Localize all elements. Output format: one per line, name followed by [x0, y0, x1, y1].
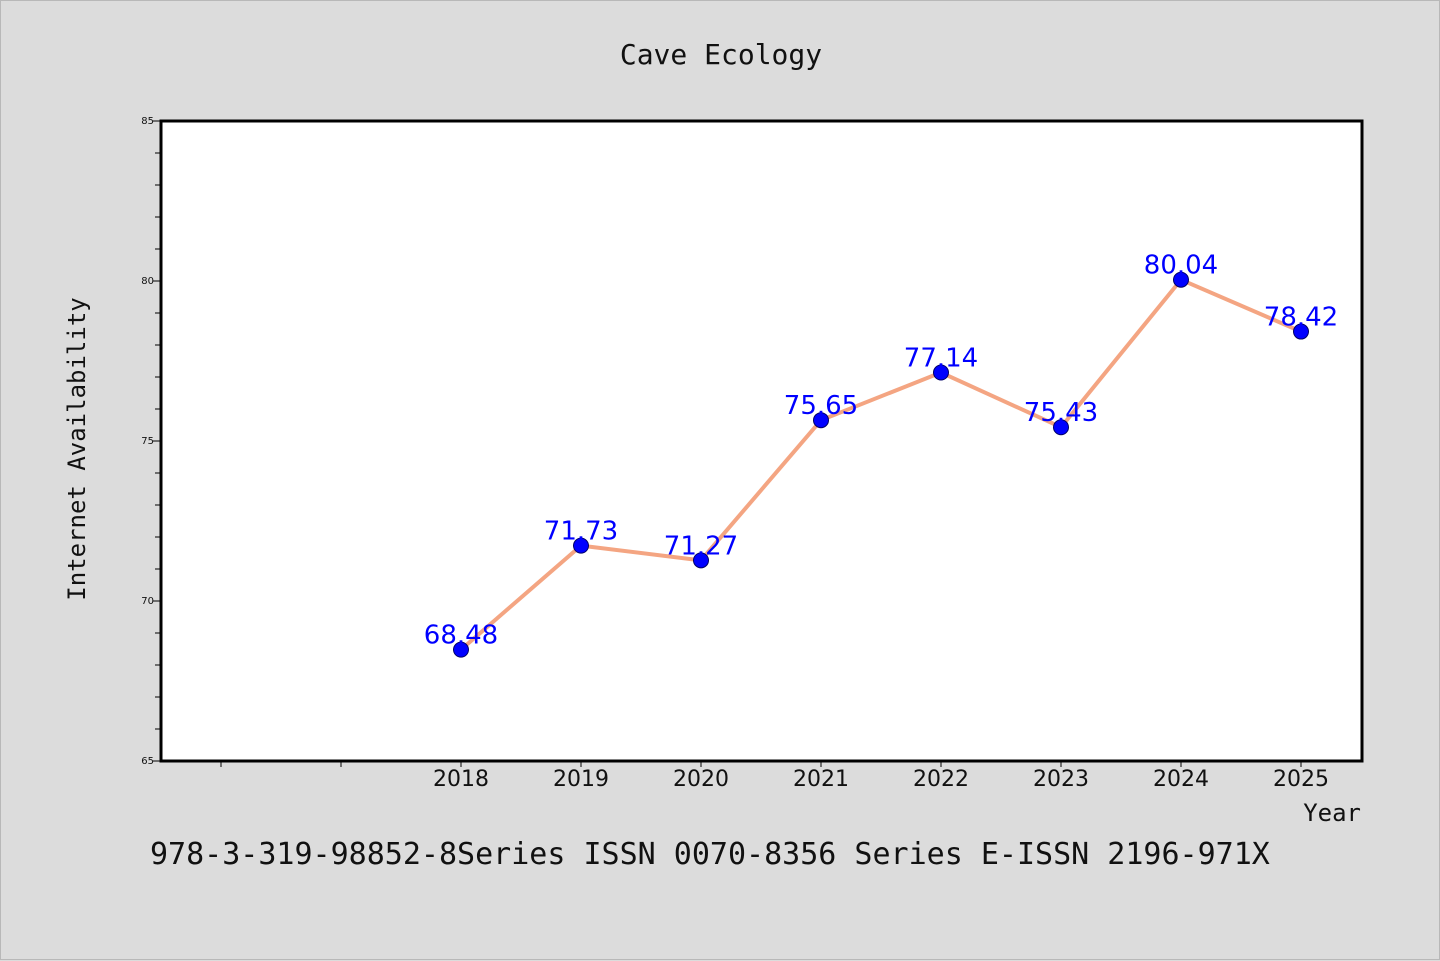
x-tick-label: 2020	[673, 767, 729, 792]
plot-border	[159, 119, 1364, 763]
data-point	[813, 412, 829, 429]
x-tick-label: 2023	[1033, 767, 1089, 792]
plot-background	[161, 121, 1362, 761]
data-label: 71.27	[664, 531, 738, 561]
data-label: 75.65	[784, 391, 858, 421]
data-point	[693, 552, 709, 569]
data-point	[1173, 271, 1189, 288]
y-tick-label: 85	[141, 116, 154, 127]
x-axis-label: Year	[1303, 799, 1361, 827]
data-point	[1293, 323, 1309, 340]
data-label: 71.73	[544, 517, 618, 547]
x-tick-label: 2019	[553, 767, 609, 792]
x-tick-label: 2022	[913, 767, 969, 792]
y-tick-label: 70	[141, 596, 154, 607]
y-tick-label: 80	[141, 276, 154, 287]
x-tick-label: 2018	[433, 767, 489, 792]
data-label: 80.04	[1144, 251, 1218, 281]
data-label: 78.42	[1264, 303, 1338, 333]
chart-title: Cave Ecology	[620, 38, 822, 71]
x-tick-label: 2024	[1153, 767, 1209, 792]
data-point	[933, 364, 949, 381]
data-point	[453, 641, 469, 658]
data-point	[573, 537, 589, 554]
y-axis-label: Internet Availability	[63, 297, 91, 600]
footer-text: 978-3-319-98852-8Series ISSN 0070-8356 S…	[150, 837, 1270, 872]
x-tick-label: 2021	[793, 767, 849, 792]
data-label: 68.48	[424, 621, 498, 651]
series-line	[459, 277, 1302, 652]
y-tick-label: 75	[141, 436, 154, 447]
data-label: 77.14	[904, 344, 978, 374]
data-label: 75.43	[1024, 398, 1098, 428]
y-tick-label: 65	[141, 756, 154, 767]
plot-area: 65 70 75 80 85 2018 2019 2020 2021 2022 2023 2024 20…	[141, 116, 1364, 792]
data-point	[1053, 419, 1069, 436]
x-tick-label: 2025	[1273, 767, 1329, 792]
